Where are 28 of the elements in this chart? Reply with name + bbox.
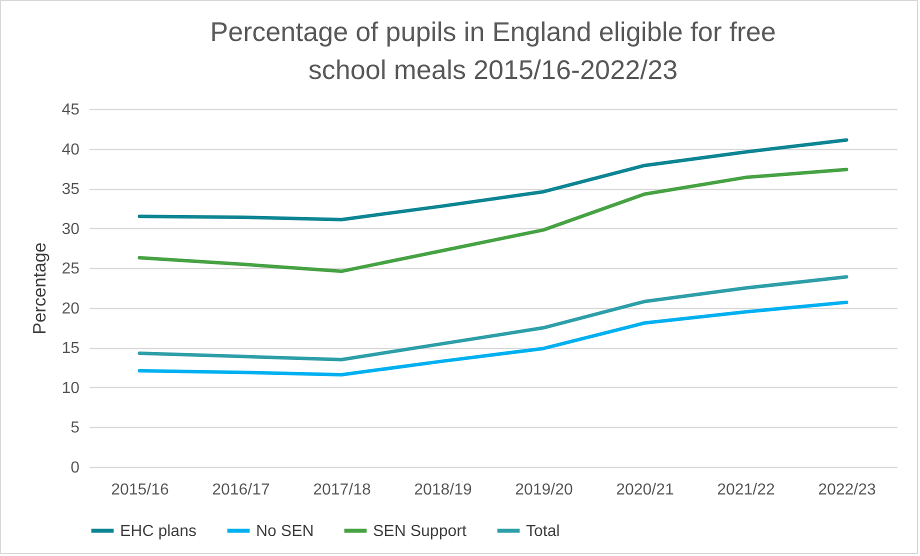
y-tick-label: 5 xyxy=(70,420,80,437)
x-tick-label: 2020/21 xyxy=(616,482,674,498)
x-tick-label: 2018/19 xyxy=(414,482,472,498)
x-tick-label: 2019/20 xyxy=(515,482,574,498)
y-tick-label: 20 xyxy=(62,300,80,318)
x-tick-label: 2016/17 xyxy=(212,482,270,498)
chart-title: Percentage of pupils in England eligible for free school meals 2015/16-2022/23 xyxy=(210,17,776,85)
x-tick-label: 2017/18 xyxy=(313,482,372,498)
y-tick-label: 0 xyxy=(70,460,80,476)
x-tick-label: 2015/16 xyxy=(111,482,170,498)
y-tick-label: 40 xyxy=(62,141,80,158)
line-series xyxy=(138,300,848,376)
x-tick-label: 2022/23 xyxy=(818,482,876,498)
legend-label: EHC plans xyxy=(120,522,196,540)
line-series xyxy=(138,275,848,362)
x-tick-label: 2021/22 xyxy=(717,482,776,498)
y-tick-label: 15 xyxy=(62,340,80,358)
y-tick-label: 35 xyxy=(62,181,80,198)
y-tick-label: 30 xyxy=(62,220,80,238)
y-tick-label: 10 xyxy=(62,380,80,397)
y-tick-label: 25 xyxy=(62,260,80,278)
legend-label: No SEN xyxy=(256,522,314,540)
legend-label: Total xyxy=(526,522,560,540)
line-series xyxy=(138,138,848,222)
legend-label: SEN Support xyxy=(373,522,467,540)
y-axis-title: Percentage xyxy=(30,242,50,335)
line-series xyxy=(138,168,848,274)
y-tick-label: 45 xyxy=(62,102,80,118)
